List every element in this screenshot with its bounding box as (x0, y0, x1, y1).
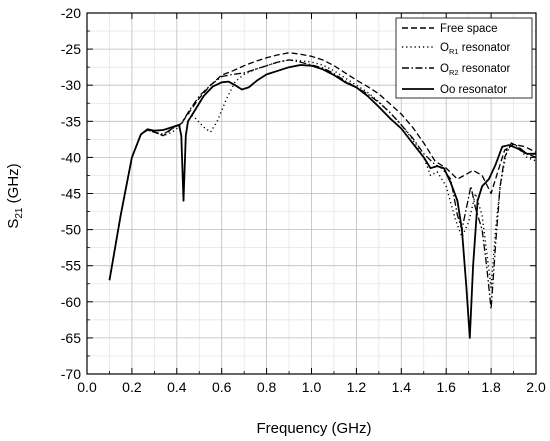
y-tick-label: -50 (61, 222, 81, 238)
svg-text:Oo resonator: Oo resonator (440, 84, 507, 96)
x-tick-label: 2.0 (526, 379, 546, 395)
x-tick-label: 0.2 (122, 379, 142, 395)
y-tick-labels: -20 -25 -30 -35 -40 -45 -50 -55 -60 -65 -70 (61, 5, 81, 382)
svg-text:OR1 resonator: OR1 resonator (440, 42, 510, 56)
x-tick-label: 0.6 (212, 379, 232, 395)
y-tick-label: -65 (61, 330, 81, 346)
legend-label-oo-main: Oo (440, 84, 455, 96)
x-tick-label: 1.6 (436, 379, 456, 395)
x-tick-label: 0.0 (77, 379, 97, 395)
y-tick-label: -25 (61, 41, 81, 57)
y-axis-title-unit: (GHz) (5, 163, 22, 207)
y-axis-title: S21 (GHz) (5, 163, 25, 228)
x-tick-label: 0.4 (167, 379, 187, 395)
y-tick-label: -55 (61, 258, 81, 274)
y-tick-label: -60 (61, 294, 81, 310)
grid (87, 13, 536, 374)
svg-text:Free space: Free space (440, 23, 498, 35)
legend-label-free-space: Free space (440, 23, 498, 35)
legend-label-or1-rest: resonator (459, 42, 511, 54)
y-tick-label: -40 (61, 149, 81, 165)
x-tick-labels: 0.0 0.2 0.4 0.6 0.8 1.0 1.2 1.4 1.6 1.8 2.0 (77, 379, 546, 395)
x-tick-label: 1.8 (481, 379, 501, 395)
x-tick-label: 1.4 (392, 379, 412, 395)
legend: Free space OR1 resonator OR2 resonator O… (395, 17, 533, 99)
legend-label-or1-sub: R1 (449, 47, 459, 56)
y-tick-label: -30 (61, 77, 81, 93)
plot-lines (108, 52, 537, 339)
y-tick-label: -20 (61, 5, 81, 21)
y-tick-label: -35 (61, 113, 81, 129)
series-line-oo-resonator (108, 64, 536, 339)
legend-box (395, 17, 533, 99)
legend-label-or2-rest: resonator (459, 63, 511, 75)
y-tick-label: -70 (61, 366, 81, 382)
series-line-free-space (108, 52, 537, 281)
legend-entry-free-space: Free space (402, 23, 498, 35)
y-axis-title-main: S (5, 219, 22, 229)
series-line-or2-resonator (108, 59, 537, 310)
x-axis-title: Frequency (GHz) (256, 420, 371, 437)
x-tick-label: 1.0 (302, 379, 322, 395)
legend-entry-oo: Oo resonator (402, 84, 507, 96)
y-tick-label: -45 (61, 186, 81, 202)
x-tick-label: 1.2 (347, 379, 367, 395)
legend-entry-or1: OR1 resonator (402, 42, 510, 56)
svg-text:OR2 resonator: OR2 resonator (440, 63, 510, 77)
y-axis-title-subscript: 21 (14, 207, 25, 219)
legend-label-oo-rest: resonator (455, 84, 507, 96)
x-tick-label: 0.8 (257, 379, 277, 395)
legend-label-or1-main: O (440, 42, 449, 54)
legend-label-or2-sub: R2 (449, 68, 459, 77)
legend-entry-or2: OR2 resonator (402, 63, 510, 77)
legend-label-or2-main: O (440, 63, 449, 75)
